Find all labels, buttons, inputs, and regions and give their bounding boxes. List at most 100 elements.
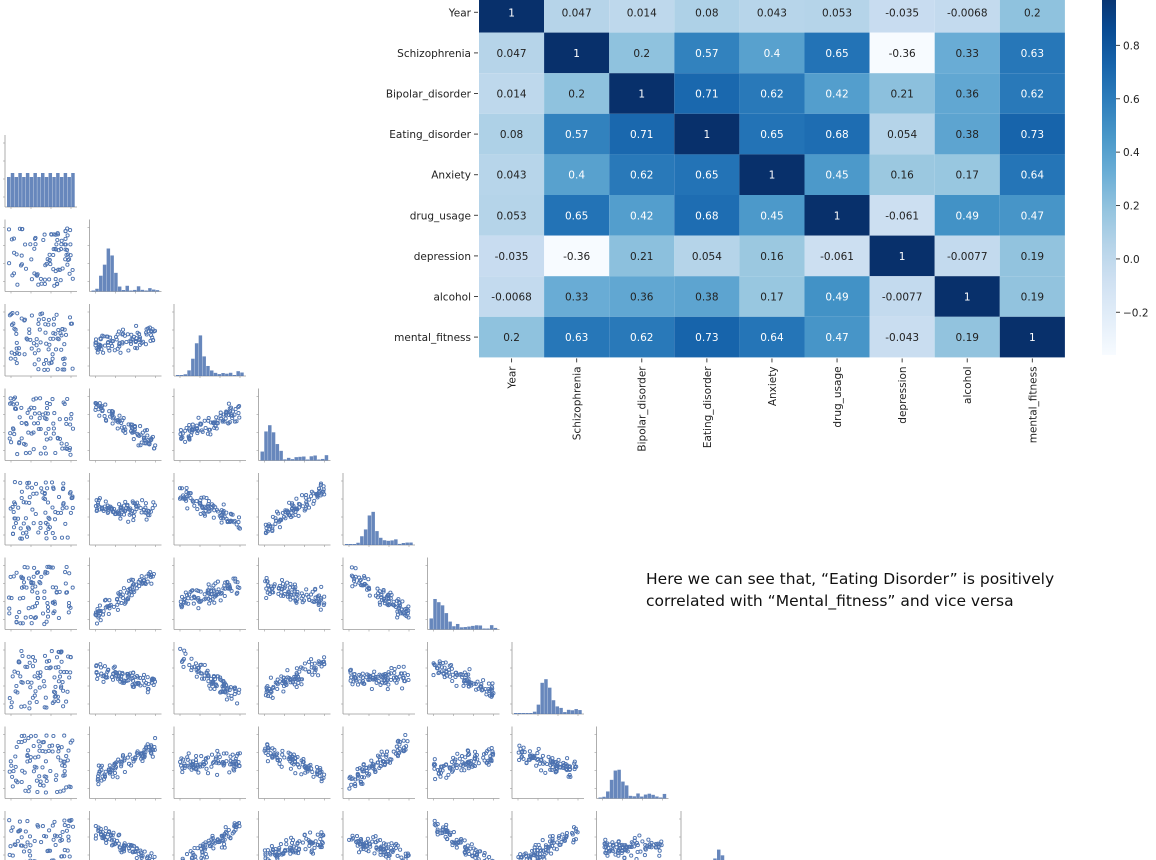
scatter-point [21, 654, 24, 657]
heatmap-cell-label: 0.2 [503, 332, 520, 344]
scatter-point [59, 790, 62, 793]
scatter-point [305, 588, 308, 591]
scatter-point [66, 536, 69, 539]
scatter-point [54, 843, 57, 846]
scatter-point [108, 764, 111, 767]
heatmap-cell-label: -0.0077 [882, 292, 923, 304]
scatter-point [434, 778, 437, 781]
scatter-point [50, 481, 53, 484]
scatter-point [11, 775, 14, 778]
scatter-point [145, 518, 148, 521]
heatmap-col-label: Anxiety [767, 366, 779, 406]
scatter-point [65, 829, 68, 832]
scatter-point [154, 737, 157, 740]
histogram-bar [460, 627, 463, 629]
scatter-point [46, 605, 49, 608]
histogram-bar [571, 710, 574, 714]
scatter-point [185, 486, 188, 489]
scatter-point [126, 756, 129, 759]
pairplot-scatter-panel [257, 727, 331, 801]
scatter-point [56, 790, 59, 793]
scatter-point [28, 496, 31, 499]
scatter-point [57, 495, 60, 498]
scatter-point [44, 511, 47, 514]
scatter-point [51, 566, 54, 569]
scatter-point [113, 771, 116, 774]
scatter-point [20, 649, 23, 652]
scatter-point [42, 784, 45, 787]
scatter-point [30, 681, 33, 684]
scatter-point [323, 773, 326, 776]
heatmap-cell-label: 1 [508, 7, 515, 19]
scatter-point [99, 663, 102, 666]
scatter-point [385, 750, 388, 753]
scatter-point [451, 673, 454, 676]
scatter-point [518, 744, 521, 747]
scatter-point [482, 679, 485, 682]
histogram-bar [537, 705, 540, 714]
scatter-point [179, 760, 182, 763]
scatter-point [46, 602, 49, 605]
scatter-point [13, 670, 16, 673]
histogram-bar [479, 625, 482, 629]
scatter-point [27, 577, 30, 580]
scatter-point [316, 833, 319, 836]
scatter-point [55, 656, 58, 659]
scatter-point [25, 535, 28, 538]
scatter-point [53, 820, 56, 823]
heatmap-cell-label: 0.57 [565, 129, 588, 141]
heatmap-cell-label: 0.16 [760, 251, 784, 263]
scatter-point [97, 783, 100, 786]
scatter-point [309, 831, 312, 834]
scatter-point [71, 825, 74, 828]
scatter-point [185, 853, 188, 856]
scatter-point [15, 571, 18, 574]
scatter-point [68, 855, 71, 858]
scatter-point [33, 659, 36, 662]
heatmap-cell-label: -0.061 [820, 251, 854, 263]
scatter-point [54, 778, 57, 781]
heatmap-cell-label: 0.63 [565, 332, 588, 344]
scatter-point [18, 611, 21, 614]
scatter-point [433, 767, 436, 770]
scatter-point [561, 833, 564, 836]
scatter-point [40, 575, 43, 578]
scatter-point [44, 696, 47, 699]
heatmap-cell-label: 0.49 [956, 210, 979, 222]
scatter-point [128, 753, 131, 756]
scatter-point [308, 498, 311, 501]
heatmap-cell-label: 0.62 [630, 170, 653, 182]
scatter-point [59, 834, 62, 837]
scatter-point [45, 666, 48, 669]
heatmap-row-label: Bipolar_disorder [386, 89, 472, 101]
pairplot-scatter-panel [426, 811, 500, 860]
scatter-point [381, 753, 384, 756]
scatter-point [373, 670, 376, 673]
scatter-point [547, 755, 550, 758]
heatmap-cell-label: 0.054 [887, 129, 917, 141]
scatter-point [468, 668, 471, 671]
scatter-point [27, 790, 30, 793]
scatter-point [44, 481, 47, 484]
scatter-point [211, 834, 214, 837]
scatter-point [270, 845, 273, 848]
scatter-point [63, 824, 66, 827]
colorbar [1102, 0, 1116, 355]
scatter-point [290, 836, 293, 839]
scatter-point [62, 705, 65, 708]
scatter-point [224, 826, 227, 829]
scatter-point [641, 840, 644, 843]
scatter-point [22, 596, 25, 599]
scatter-point [293, 683, 296, 686]
scatter-point [47, 749, 50, 752]
heatmap-cell-label: 1 [834, 210, 841, 222]
scatter-point [36, 790, 39, 793]
scatter-point [18, 820, 21, 823]
scatter-point [320, 585, 323, 588]
scatter-point [399, 848, 402, 851]
scatter-point [40, 487, 43, 490]
scatter-point [51, 750, 54, 753]
scatter-point [34, 734, 37, 737]
histogram-bar [394, 539, 397, 545]
